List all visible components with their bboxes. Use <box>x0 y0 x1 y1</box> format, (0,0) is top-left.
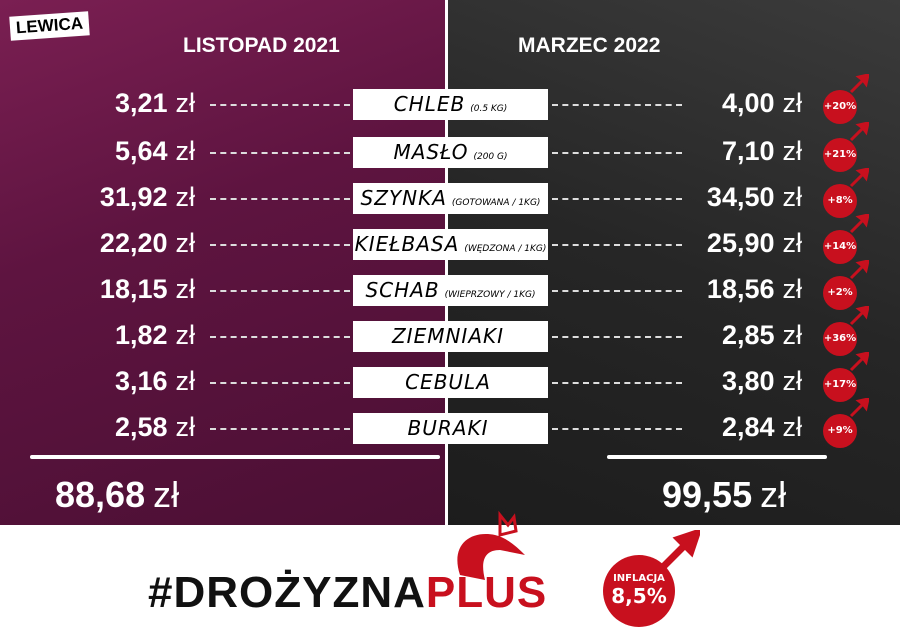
dashed-line <box>552 198 682 200</box>
right-total-divider <box>607 455 827 459</box>
bottom-band <box>0 525 900 635</box>
product-label: KIEŁBASA (WĘDZONA / 1KG) <box>353 229 548 260</box>
inflation-value: 8,5% <box>611 584 667 608</box>
dashed-line <box>552 428 682 430</box>
price-row: 1,82 zł ZIEMNIAKI 2,85 zł +36% <box>0 306 900 356</box>
change-badge: +9% <box>823 414 857 448</box>
price-before: 1,82 zł <box>114 320 195 350</box>
product-label: CHLEB (0.5 KG) <box>353 89 548 120</box>
up-arrow-icon <box>849 352 869 372</box>
change-badge: +21% <box>823 138 857 172</box>
dashed-line <box>552 290 682 292</box>
dashed-line <box>552 336 682 338</box>
price-before: 3,16 zł <box>114 366 195 396</box>
hashtag-drozyznaplus: #DROŻYZNAPLUS <box>148 568 548 617</box>
price-row: 3,21 zł CHLEB (0.5 KG) 4,00 zł +20% <box>0 74 900 124</box>
product-label: MASŁO (200 G) <box>353 137 548 168</box>
change-badge: +20% <box>823 90 857 124</box>
right-header: MARZEC 2022 <box>518 34 661 57</box>
up-arrow-icon <box>849 214 869 234</box>
price-row: 3,16 zł CEBULA 3,80 zł +17% <box>0 352 900 402</box>
dashed-line <box>552 104 682 106</box>
up-arrow-icon <box>849 260 869 280</box>
product-label: ZIEMNIAKI <box>353 321 548 352</box>
dashed-line <box>210 428 350 430</box>
price-before: 18,15 zł <box>99 274 195 304</box>
dashed-line <box>210 198 350 200</box>
up-arrow-icon <box>849 168 869 188</box>
product-label: BURAKI <box>353 413 548 444</box>
dashed-line <box>210 244 350 246</box>
price-row: 18,15 zł SCHAB (WIEPRZOWY / 1KG) 18,56 zł +… <box>0 260 900 310</box>
price-before: 5,64 zł <box>114 136 195 166</box>
price-after: 2,85 zł <box>721 320 802 350</box>
dashed-line <box>552 152 682 154</box>
total-after: 99,55 zł <box>662 474 787 515</box>
change-badge: +2% <box>823 276 857 310</box>
dashed-line <box>210 104 350 106</box>
change-badge: +17% <box>823 368 857 402</box>
eagle-logo-icon <box>457 510 525 580</box>
dashed-line <box>552 382 682 384</box>
left-panel-background <box>0 0 445 540</box>
price-row: 31,92 zł SZYNKA (GOTOWANA / 1KG) 34,50 zł +… <box>0 168 900 218</box>
dashed-line <box>210 152 350 154</box>
up-arrow-icon <box>849 74 869 94</box>
price-before: 2,58 zł <box>114 412 195 442</box>
up-arrow-icon <box>849 398 869 418</box>
product-label: CEBULA <box>353 367 548 398</box>
left-total-divider <box>30 455 440 459</box>
change-badge: +36% <box>823 322 857 356</box>
dashed-line <box>210 382 350 384</box>
up-arrow-icon <box>657 530 700 573</box>
price-after: 2,84 zł <box>721 412 802 442</box>
product-label: SCHAB (WIEPRZOWY / 1KG) <box>353 275 548 306</box>
inflation-badge: INFLACJA 8,5% <box>603 555 675 627</box>
price-after: 34,50 zł <box>706 182 802 212</box>
left-header: LISTOPAD 2021 <box>183 34 340 57</box>
total-before: 88,68 zł <box>55 474 180 515</box>
dashed-line <box>210 336 350 338</box>
price-after: 4,00 zł <box>721 88 802 118</box>
dashed-line <box>552 244 682 246</box>
price-after: 18,56 zł <box>706 274 802 304</box>
price-before: 3,21 zł <box>114 88 195 118</box>
up-arrow-icon <box>849 306 869 326</box>
price-row: 5,64 zł MASŁO (200 G) 7,10 zł +21% <box>0 122 900 172</box>
price-after: 7,10 zł <box>721 136 802 166</box>
change-badge: +14% <box>823 230 857 264</box>
inflation-label: INFLACJA <box>613 573 665 584</box>
price-before: 31,92 zł <box>99 182 195 212</box>
price-row: 22,20 zł KIEŁBASA (WĘDZONA / 1KG) 25,90 zł … <box>0 214 900 264</box>
right-panel-background <box>448 0 900 540</box>
price-after: 3,80 zł <box>721 366 802 396</box>
price-after: 25,90 zł <box>706 228 802 258</box>
change-badge: +8% <box>823 184 857 218</box>
price-row: 2,58 zł BURAKI 2,84 zł +9% <box>0 398 900 448</box>
dashed-line <box>210 290 350 292</box>
product-label: SZYNKA (GOTOWANA / 1KG) <box>353 183 548 214</box>
up-arrow-icon <box>849 122 869 142</box>
price-before: 22,20 zł <box>99 228 195 258</box>
